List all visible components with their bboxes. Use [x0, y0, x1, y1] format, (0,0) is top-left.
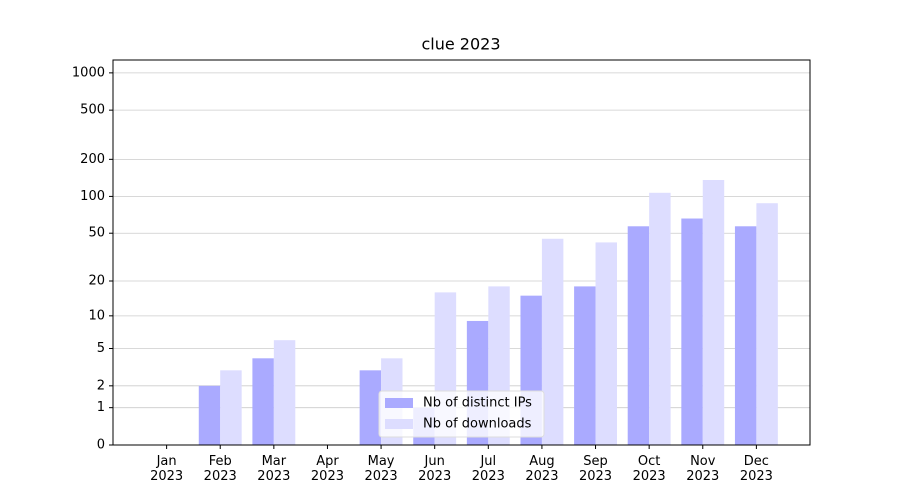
- x-tick-label: Jun 2023: [418, 454, 452, 484]
- x-tick-label: Oct 2023: [632, 454, 666, 484]
- bar: [756, 203, 778, 445]
- bar: [273, 340, 296, 445]
- bar: [702, 179, 725, 445]
- bar: [220, 370, 242, 445]
- y-tick-label: 20: [88, 274, 105, 289]
- legend-label: Nb of downloads: [423, 417, 532, 432]
- y-tick-label: 100: [80, 189, 105, 204]
- x-tick-label: Aug 2023: [525, 454, 559, 484]
- bar: [595, 242, 617, 445]
- x-tick-label: Apr 2023: [310, 454, 344, 484]
- legend-swatch: [385, 398, 413, 408]
- x-tick-label: Mar 2023: [257, 454, 291, 484]
- y-tick-label: 50: [88, 226, 105, 241]
- y-tick-label: 1000: [72, 65, 105, 80]
- legend-swatch: [385, 419, 413, 429]
- axes-frame: [112, 59, 811, 446]
- x-tick-label: Sep 2023: [578, 454, 613, 484]
- y-tick-label: 1: [97, 400, 105, 415]
- y-tick-label: 10: [88, 308, 105, 323]
- y-tick-label: 200: [80, 152, 105, 167]
- y-tick-label: 0: [97, 438, 105, 453]
- bar: [198, 385, 221, 445]
- bar: [541, 238, 564, 445]
- bar: [681, 218, 703, 445]
- x-tick-label: Nov 2023: [686, 454, 720, 484]
- legend-label: Nb of distinct IPs: [423, 396, 532, 411]
- legend-box: [378, 390, 545, 438]
- bar: [734, 226, 757, 445]
- chart-title: clue 2023: [421, 35, 500, 54]
- bar: [252, 358, 274, 445]
- x-tick-label: Feb 2023: [203, 454, 237, 484]
- legend: Nb of distinct IPs Nb of downloads: [378, 390, 545, 438]
- x-tick-label: May 2023: [364, 454, 398, 484]
- bar: [359, 370, 382, 445]
- bar: [574, 286, 596, 445]
- bar: [649, 192, 671, 445]
- x-tick-label: Jul 2023: [471, 454, 505, 484]
- y-tick-label: 500: [80, 103, 105, 118]
- y-tick-label: 2: [97, 378, 105, 393]
- bar: [627, 226, 650, 445]
- y-tick-label: 5: [97, 341, 105, 356]
- x-tick-label: Dec 2023: [739, 454, 773, 484]
- x-tick-label: Jan 2023: [150, 454, 184, 484]
